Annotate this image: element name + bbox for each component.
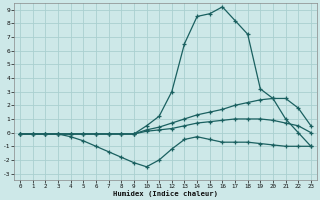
X-axis label: Humidex (Indice chaleur): Humidex (Indice chaleur) [113, 190, 218, 197]
